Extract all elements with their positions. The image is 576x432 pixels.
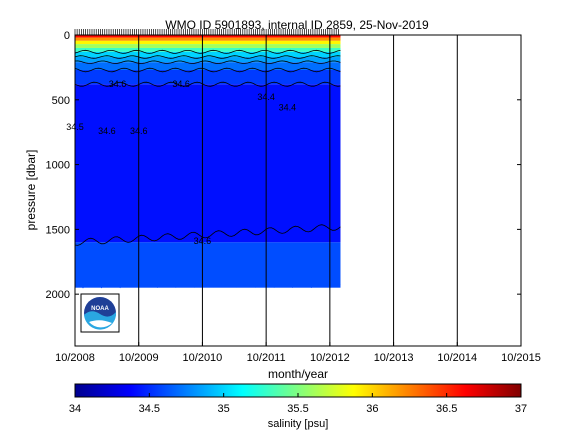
colorbar-label: salinity [psu]: [268, 418, 329, 430]
y-tick-label: 2000: [46, 289, 70, 301]
colorbar-tick-label: 34.5: [139, 403, 160, 415]
svg-text:NOAA: NOAA: [91, 306, 109, 312]
contour-line: [75, 81, 341, 87]
y-tick-label: 1500: [46, 224, 70, 236]
chart-title: WMO ID 5901893, internal ID 2859, 25-Nov…: [165, 18, 429, 32]
salinity-band: [75, 69, 341, 85]
contour-line: [75, 60, 341, 64]
contour-label: 34.5: [66, 122, 84, 132]
contour-line: [75, 224, 341, 246]
y-axis-label: pressure [dbar]: [24, 150, 38, 231]
x-tick-label: 10/2011: [247, 352, 286, 364]
x-axis-label: month/year: [268, 367, 328, 381]
x-tick-label: 10/2014: [437, 352, 477, 364]
salinity-band: [75, 57, 341, 63]
profile-depth-edge: [75, 283, 341, 289]
contour-line: [75, 67, 341, 73]
data-field: [75, 35, 341, 289]
salinity-band: [75, 37, 341, 41]
plot-frame: [74, 34, 522, 347]
salinity-band: [75, 47, 341, 52]
x-tick-label: 10/2015: [501, 352, 541, 364]
contour-label: 34.6: [130, 126, 148, 136]
y-axis: 0 500 1000 1500 2000: [46, 30, 521, 301]
salinity-band: [75, 51, 341, 58]
colorbar-tick-label: 36: [366, 403, 378, 415]
x-tick-label: 10/2009: [119, 352, 159, 364]
contour-labels: 34.6 34.6 34.4 34.4 34.5 34.6 34.6 34.6: [66, 79, 296, 246]
y-tick-label: 0: [64, 30, 70, 42]
salinity-band: [75, 62, 341, 70]
y-tick-label: 500: [52, 95, 70, 107]
x-tick-label: 10/2012: [310, 352, 350, 364]
salinity-band: [75, 44, 341, 48]
salinity-band: [75, 84, 341, 243]
colorbar-ticks: 34 34.5 35 35.5 36 36.5 37: [69, 393, 527, 415]
contour-label: 34.4: [279, 103, 297, 113]
contour-label: 34.6: [172, 79, 190, 89]
contour-line: [75, 49, 341, 54]
salinity-band: [75, 242, 341, 288]
contour-label: 34.4: [257, 92, 275, 102]
salinity-band: [75, 40, 341, 45]
colorbar-tick-label: 35.5: [287, 403, 308, 415]
colorbar-tick-label: 34: [69, 403, 81, 415]
colorbar-tick-label: 36.5: [436, 403, 457, 415]
noaa-logo: NOAA: [80, 293, 120, 333]
x-tick-label: 10/2013: [374, 352, 414, 364]
x-axis: 10/2008 10/2009 10/2010 10/2011 10/2012 10/20…: [55, 342, 541, 364]
contour-label: 34.6: [194, 236, 212, 246]
contour-label: 34.6: [98, 126, 116, 136]
y-tick-label: 1000: [46, 160, 70, 172]
salinity-band: [75, 35, 341, 38]
contour-label: 34.6: [109, 79, 127, 89]
colorbar-tick-label: 37: [515, 403, 527, 415]
contour-line: [75, 55, 341, 59]
x-tick-label: 10/2008: [55, 352, 95, 364]
x-tick-label: 10/2010: [183, 352, 223, 364]
colorbar-tick-label: 35: [218, 403, 230, 415]
